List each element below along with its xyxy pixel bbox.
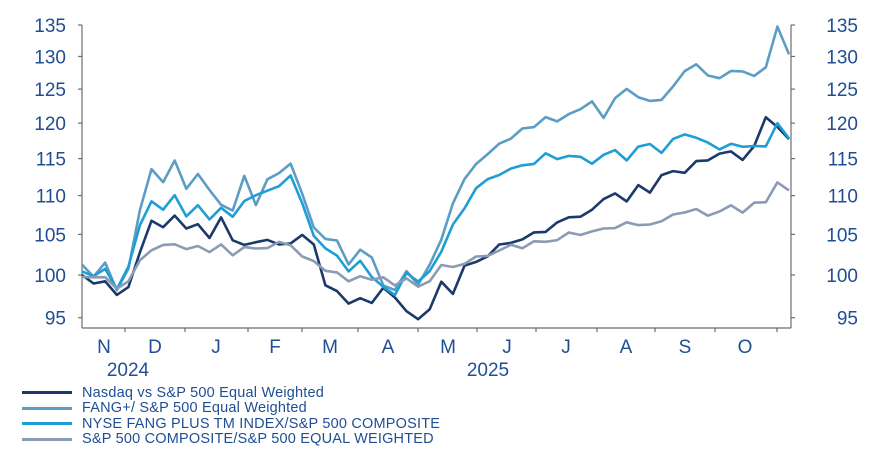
y-tick-label-right: 110 (828, 187, 858, 208)
y-tick-label-right: 100 (826, 266, 858, 287)
x-month-label: N (97, 337, 111, 358)
y-tick-label-left: 135 (34, 16, 66, 37)
y-tick-label-left: 130 (34, 47, 66, 68)
legend-label: FANG+/ S&P 500 Equal Weighted (82, 400, 307, 417)
legend-label: Nasdaq vs S&P 500 Equal Weighted (82, 384, 325, 401)
y-axis-left: 95 100 105 110 115 120 125 130 135 (34, 16, 82, 330)
legend-swatch-nyse-fang (22, 422, 72, 426)
legend: Nasdaq vs S&P 500 Equal Weighted FANG+/ … (22, 385, 440, 447)
y-tick-label-left: 105 (34, 225, 66, 246)
legend-label: S&P 500 COMPOSITE/S&P 500 EQUAL WEIGHTED (82, 431, 434, 448)
y-tick-label-left: 110 (36, 187, 66, 208)
x-year-label: 2024 (107, 360, 150, 381)
x-month-label: J (561, 337, 571, 358)
x-month-label: D (148, 337, 162, 358)
x-month-label: M (322, 337, 338, 358)
series-line (81, 25, 791, 292)
series-lines (81, 25, 791, 321)
y-tick-label-left: 115 (36, 150, 66, 171)
legend-swatch-sp500-composite (22, 437, 72, 441)
series-line (81, 115, 790, 321)
legend-item-nasdaq: Nasdaq vs S&P 500 Equal Weighted (22, 385, 440, 401)
legend-item-nyse-fang: NYSE FANG PLUS TM INDEX/S&P 500 COMPOSIT… (22, 416, 440, 432)
x-month-label: O (738, 337, 753, 358)
legend-item-fang-plus: FANG+/ S&P 500 Equal Weighted (22, 400, 440, 417)
x-month-label: A (620, 337, 633, 358)
y-tick-label-right: 115 (828, 150, 858, 171)
x-month-label: M (440, 337, 456, 358)
y-tick-label-left: 125 (34, 80, 66, 101)
legend-swatch-nasdaq (22, 391, 72, 395)
x-year-label: 2025 (467, 360, 509, 381)
x-axis: N D J F M A M J J A S O 2024 2025 (97, 328, 778, 381)
legend-swatch-fang-plus (22, 406, 72, 410)
y-tick-label-left: 120 (34, 114, 66, 135)
series-line (81, 121, 791, 297)
y-tick-label-right: 130 (826, 47, 858, 68)
y-tick-label-right: 125 (826, 80, 858, 101)
y-axis-right: 95 100 105 110 115 120 125 130 135 (791, 16, 858, 330)
series-line (81, 181, 790, 291)
y-tick-label-right: 135 (826, 16, 858, 37)
y-tick-label-right: 95 (837, 309, 858, 330)
y-tick-label-right: 105 (826, 225, 858, 246)
y-tick-label-left: 95 (45, 309, 66, 330)
x-month-label: S (679, 337, 692, 358)
x-month-label: J (502, 337, 512, 358)
legend-label: NYSE FANG PLUS TM INDEX/S&P 500 COMPOSIT… (82, 415, 441, 432)
x-month-label: A (382, 337, 395, 358)
x-month-label: J (211, 337, 221, 358)
y-tick-label-right: 120 (826, 114, 858, 135)
y-tick-label-left: 100 (34, 266, 66, 287)
x-month-label: F (269, 337, 281, 358)
legend-item-sp500-composite: S&P 500 COMPOSITE/S&P 500 EQUAL WEIGHTED (22, 431, 440, 448)
